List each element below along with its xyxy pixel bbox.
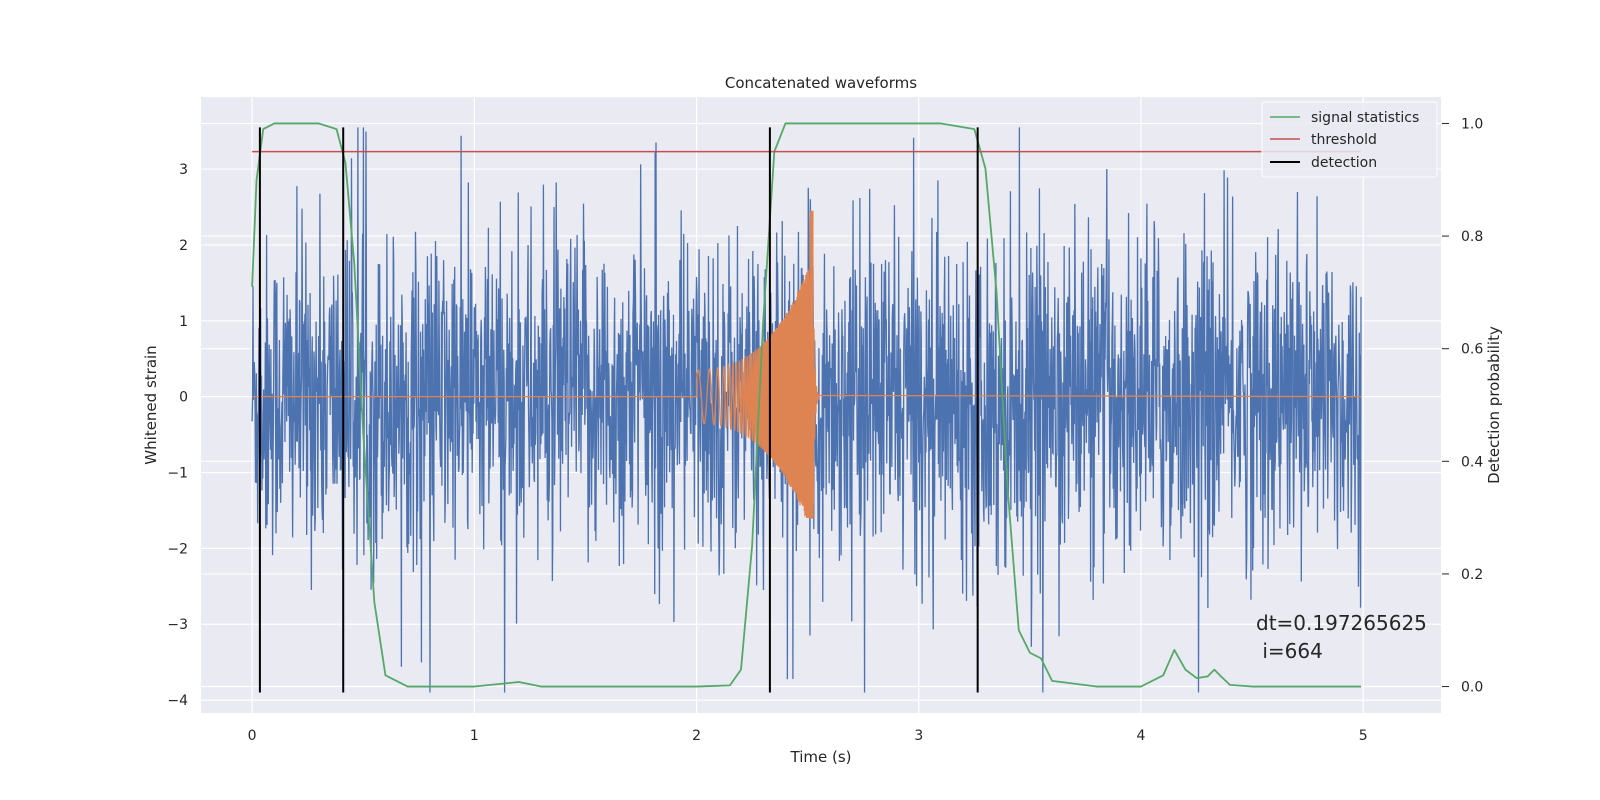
x-tick-label: 0 <box>248 728 257 744</box>
legend-label-detection: detection <box>1311 155 1377 171</box>
y-tick-label: −3 <box>167 617 188 633</box>
y2-tick-label: 0.6 <box>1461 342 1483 358</box>
y-tick-label: −4 <box>167 693 188 709</box>
y2-tick-label: 0.2 <box>1461 567 1483 583</box>
y-tick-label: 0 <box>179 390 188 406</box>
chart-title: Concatenated waveforms <box>725 74 917 92</box>
y-tick-label: −1 <box>167 466 188 482</box>
annotation-dt: dt=0.197265625 <box>1256 611 1427 635</box>
detection-series <box>258 127 979 693</box>
y2-tick-label: 0.8 <box>1461 229 1483 245</box>
x-tick-label: 2 <box>692 728 701 744</box>
legend-label-threshold: threshold <box>1311 132 1377 148</box>
x-axis-label: Time (s) <box>790 748 852 766</box>
y-axis-ticks: −4 −3 −2 −1 0 1 2 3 <box>167 162 188 709</box>
y-tick-label: 3 <box>179 162 188 178</box>
y2-tick-label: 0.4 <box>1461 454 1483 470</box>
legend: signal statistics threshold detection <box>1261 101 1438 178</box>
legend-label-signal-statistics: signal statistics <box>1311 110 1419 126</box>
legend-box <box>1261 101 1438 178</box>
x-tick-label: 3 <box>914 728 923 744</box>
annotation-index: i=664 <box>1256 639 1323 663</box>
y2-tick-label: 0.0 <box>1461 680 1483 696</box>
y2-tick-label: 1.0 <box>1461 116 1483 132</box>
x-tick-label: 1 <box>470 728 479 744</box>
y-tick-label: 2 <box>179 238 188 254</box>
signal-statistics-line <box>251 122 1361 688</box>
y2-axis-ticks: 0.0 0.2 0.4 0.6 0.8 1.0 <box>1442 116 1483 696</box>
y-tick-label: −2 <box>167 541 188 557</box>
x-tick-label: 4 <box>1137 728 1146 744</box>
y-tick-label: 1 <box>179 314 188 330</box>
y-axis-label: Whitened strain <box>142 345 160 464</box>
y2-axis-label: Detection probability <box>1485 326 1503 484</box>
x-tick-label: 5 <box>1359 728 1368 744</box>
x-axis-ticks: 0 1 2 3 4 5 <box>248 728 1368 744</box>
signal-statistics-series <box>251 122 1361 688</box>
